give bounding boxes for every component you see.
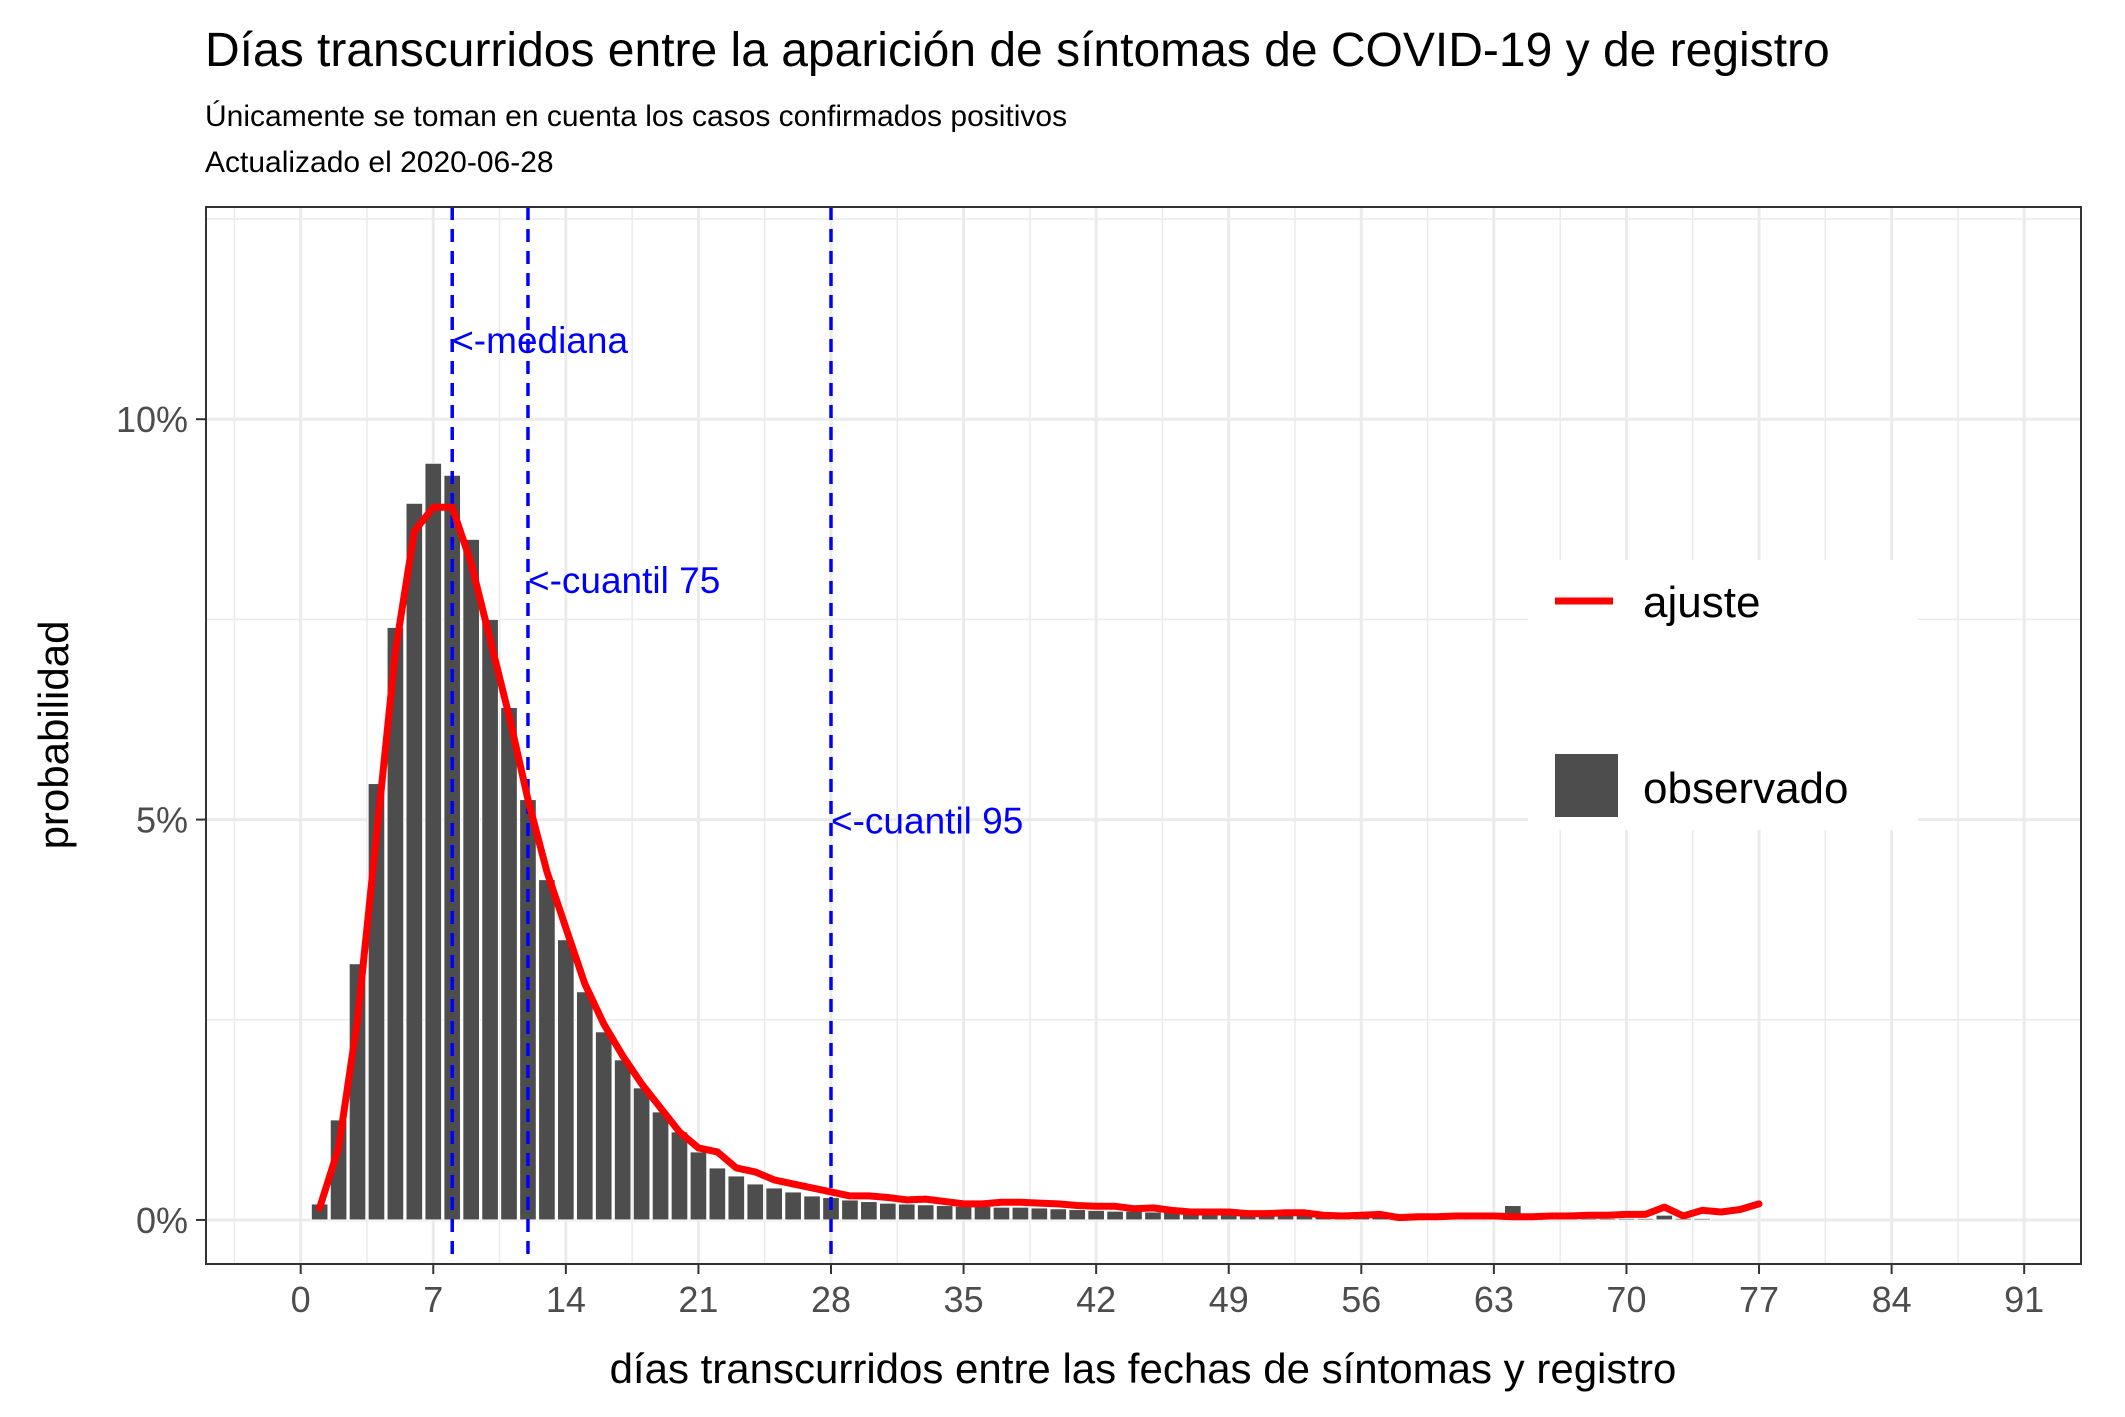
reference-label: <-mediana (452, 320, 628, 361)
bar-observado (1693, 1217, 1712, 1221)
legend-key-observado (1555, 754, 1618, 817)
bar-observado (878, 1202, 897, 1221)
bar-observado (784, 1191, 802, 1221)
panel-border (205, 206, 2082, 1265)
chart-subtitle-line-2: Actualizado el 2020-06-28 (205, 146, 554, 179)
x-tick-label: 35 (944, 1279, 984, 1320)
y-axis-title: probabilidad (30, 621, 77, 850)
bar-observado (594, 1031, 613, 1221)
bar-observado (538, 879, 556, 1221)
bar-observado (860, 1201, 878, 1221)
x-tick-label: 42 (1076, 1279, 1116, 1320)
legend: ajuste observado (1528, 560, 1918, 830)
bar-observado (897, 1203, 916, 1221)
bar-observado (992, 1206, 1011, 1221)
bar-observado (1049, 1208, 1068, 1221)
bar-observado (803, 1195, 821, 1221)
x-tick-label: 77 (1739, 1279, 1779, 1320)
reference-label: <-cuantil 75 (528, 560, 720, 601)
bar-observado (1655, 1214, 1674, 1221)
bar-observado (462, 538, 480, 1221)
x-axis-title: días transcurridos entre las fechas de s… (610, 1345, 1677, 1392)
y-tick-label: 10% (116, 399, 188, 440)
bar-observado (632, 1087, 651, 1221)
bar-observado (405, 502, 424, 1221)
x-tick-label: 7 (423, 1279, 443, 1320)
reference-annotations: <-mediana <-cuantil 75 <-cuantil 95 (452, 320, 1023, 841)
bar-observado (841, 1199, 859, 1221)
bar-observado (746, 1183, 765, 1221)
x-tick-label: 0 (291, 1279, 311, 1320)
bar-observado (1106, 1210, 1124, 1221)
bar-observado (727, 1175, 746, 1221)
x-axis-ticks: 0 7 14 21 28 35 42 49 56 63 70 77 84 91 (291, 1264, 2044, 1320)
bar-observado (1087, 1209, 1105, 1221)
bar-observado (481, 618, 499, 1221)
x-tick-label: 91 (2004, 1279, 2044, 1320)
bar-observado (500, 706, 518, 1221)
bar-observado (708, 1167, 727, 1221)
bar-observado (1125, 1210, 1143, 1221)
x-tick-label: 70 (1606, 1279, 1646, 1320)
bar-observado (1030, 1207, 1049, 1221)
bar-observado (916, 1204, 935, 1221)
bar-observado (670, 1131, 689, 1221)
x-tick-label: 84 (1872, 1279, 1912, 1320)
x-tick-label: 49 (1209, 1279, 1249, 1320)
bar-observado (1617, 1217, 1636, 1221)
y-axis-ticks: 0% 5% 10% (116, 399, 206, 1241)
legend-label-ajuste: ajuste (1643, 578, 1760, 627)
bar-observado (689, 1151, 708, 1221)
x-tick-label: 21 (678, 1279, 718, 1320)
bar-observado (575, 991, 594, 1221)
bar-observado (651, 1111, 670, 1221)
x-tick-label: 28 (811, 1279, 851, 1320)
bar-observado (954, 1205, 973, 1221)
fit-line-ajuste (316, 503, 1763, 1222)
bar-observado (765, 1187, 784, 1221)
bar-observado (935, 1205, 954, 1221)
bar-observado (386, 626, 405, 1221)
y-tick-label: 5% (136, 800, 188, 841)
bar-observado (1068, 1209, 1087, 1221)
bar-observado (1011, 1206, 1030, 1221)
bar-observado (973, 1205, 992, 1221)
reference-lines (450, 207, 833, 1264)
bar-observado (424, 462, 443, 1221)
x-tick-label: 56 (1341, 1279, 1381, 1320)
chart-title: Días transcurridos entre la aparición de… (205, 24, 1830, 77)
bar-observado (557, 939, 575, 1221)
fit-line-layer (316, 503, 1763, 1222)
x-tick-label: 63 (1474, 1279, 1514, 1320)
bar-observado (613, 1059, 632, 1221)
bar-observado (1144, 1211, 1162, 1221)
bar-observado (1636, 1217, 1655, 1221)
legend-label-observado: observado (1643, 764, 1848, 813)
chart-subtitle-line-1: Únicamente se toman en cuenta los casos … (205, 100, 1067, 133)
y-tick-label: 0% (136, 1200, 188, 1241)
x-tick-label: 14 (546, 1279, 586, 1320)
reference-label: <-cuantil 95 (831, 800, 1023, 841)
